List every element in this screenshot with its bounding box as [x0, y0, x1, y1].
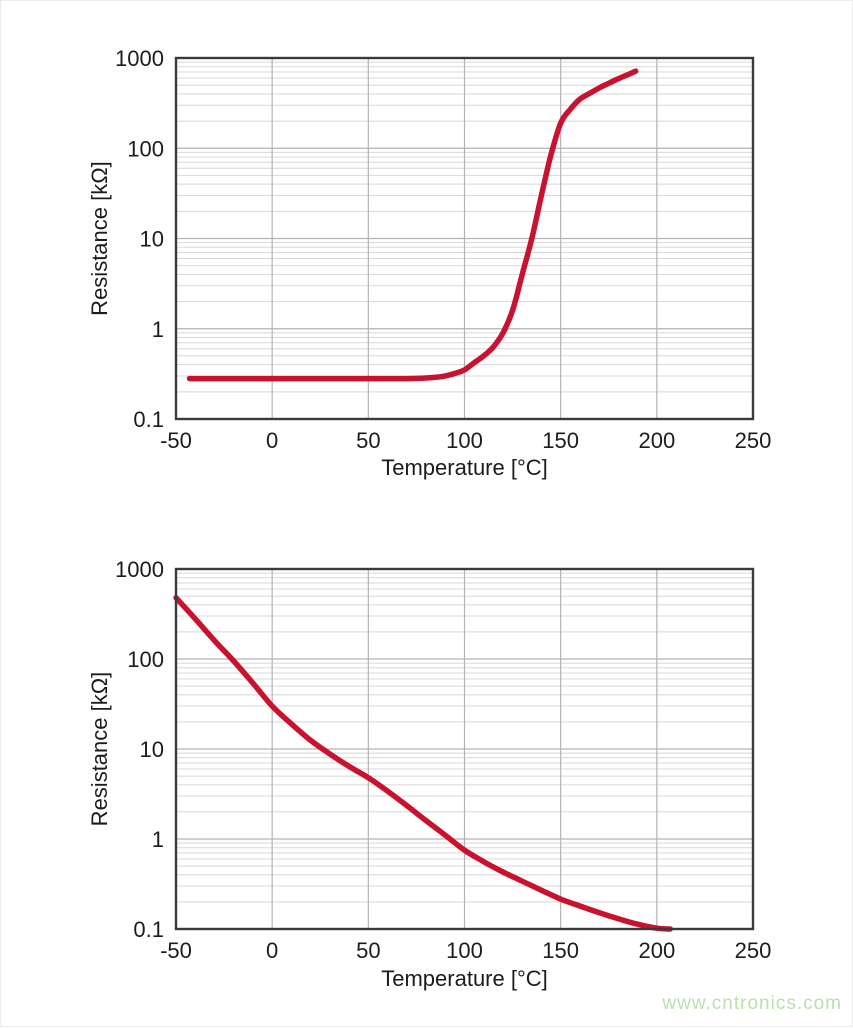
- ptc-curve: [186, 68, 639, 382]
- x-tick-label: 250: [735, 938, 772, 963]
- y-tick-label: 10: [140, 737, 164, 762]
- x-axis-label: Temperature [°C]: [381, 966, 548, 991]
- x-tick-label: 0: [266, 938, 278, 963]
- y-tick-label: 0.1: [133, 917, 164, 942]
- x-tick-label: -50: [160, 428, 192, 453]
- x-tick-label: 0: [266, 428, 278, 453]
- x-axis-label: Temperature [°C]: [381, 455, 548, 480]
- y-tick-label: 100: [127, 647, 164, 672]
- ntc-curve: [173, 594, 674, 932]
- x-tick-label: 150: [542, 428, 579, 453]
- y-tick-label: 1: [152, 317, 164, 342]
- ntc-chart: -50 0 50 100 150 200 250 0.1 1 10 100 1000 Temperatu…: [87, 557, 772, 991]
- x-tick-label: 200: [638, 938, 675, 963]
- y-tick-label: 10: [140, 227, 164, 252]
- y-tick-label: 1000: [115, 46, 164, 71]
- x-tick-label: -50: [160, 938, 192, 963]
- y-tick-label: 1: [152, 827, 164, 852]
- y-axis-label: Resistance [kΩ]: [87, 161, 112, 316]
- x-tick-label: 150: [542, 938, 579, 963]
- watermark: www.cntronics.com: [662, 993, 842, 1014]
- ptc-chart: -50 0 50 100 150 200 250 0.1 1 10 100 1000 Temperatu…: [87, 46, 772, 480]
- y-tick-label: 100: [127, 136, 164, 161]
- x-tick-label: 200: [638, 428, 675, 453]
- y-tick-label: 1000: [115, 557, 164, 582]
- plot-border: [174, 56, 755, 421]
- x-tick-label: 250: [735, 428, 772, 453]
- y-axis-label: Resistance [kΩ]: [87, 672, 112, 827]
- plot-border: [174, 567, 755, 931]
- x-tick-label: 100: [446, 938, 483, 963]
- x-tick-label: 50: [356, 938, 380, 963]
- x-tick-label: 50: [356, 428, 380, 453]
- x-tick-label: 100: [446, 428, 483, 453]
- y-tick-label: 0.1: [133, 407, 164, 432]
